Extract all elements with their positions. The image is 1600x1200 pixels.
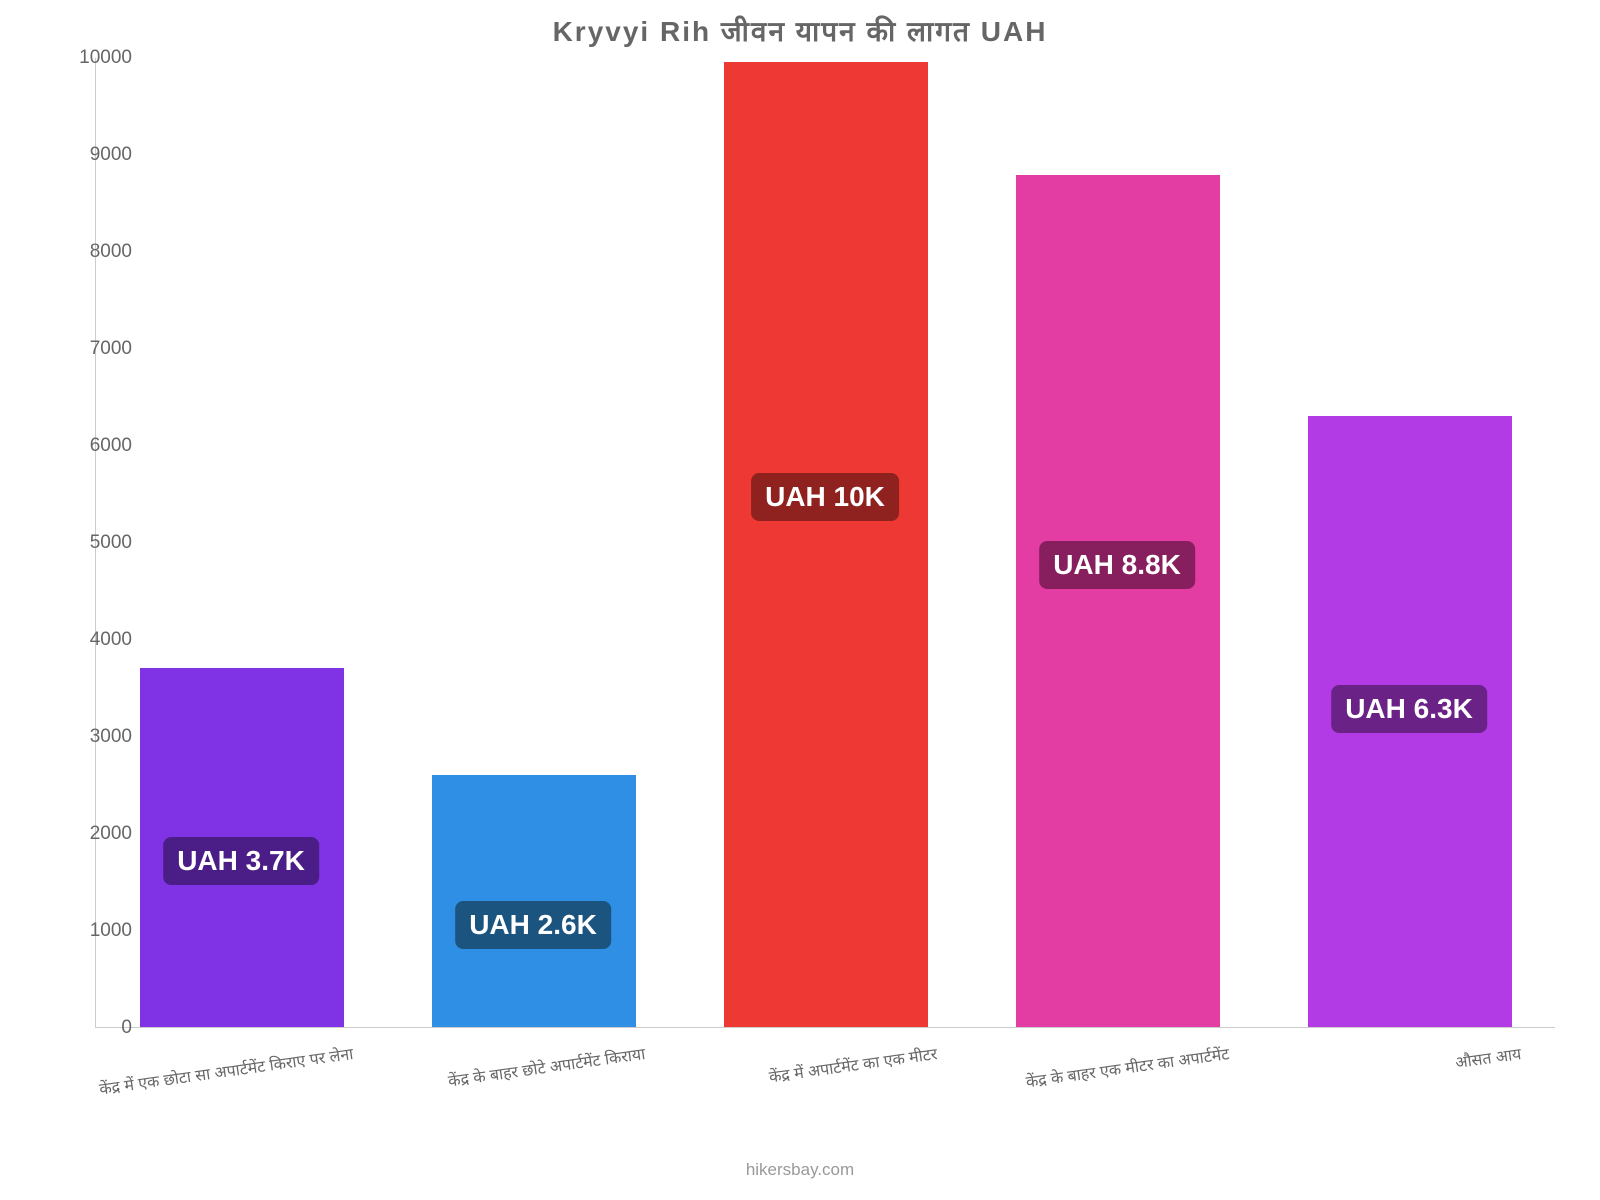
bar [1016, 175, 1220, 1027]
y-tick-label: 0 [52, 1017, 132, 1039]
y-tick-label: 7000 [52, 338, 132, 360]
y-tick-label: 9000 [52, 144, 132, 166]
bar-data-label: UAH 8.8K [1039, 541, 1195, 589]
y-tick-label: 4000 [52, 629, 132, 651]
chart-title: Kryvyi Rih जीवन यापन की लागत UAH [0, 12, 1600, 50]
y-tick-label: 8000 [52, 241, 132, 263]
attribution: hikersbay.com [0, 1160, 1600, 1180]
bar-data-label: UAH 6.3K [1331, 685, 1487, 733]
bar-data-label: UAH 3.7K [163, 837, 319, 885]
y-tick-label: 6000 [52, 435, 132, 457]
y-tick-label: 2000 [52, 823, 132, 845]
chart-container: Kryvyi Rih जीवन यापन की लागत UAH hikersb… [0, 0, 1600, 1200]
bar [724, 62, 928, 1027]
y-tick-label: 5000 [52, 532, 132, 554]
bar-data-label: UAH 10K [751, 473, 899, 521]
y-tick-label: 1000 [52, 920, 132, 942]
y-tick-label: 10000 [52, 47, 132, 69]
bar-data-label: UAH 2.6K [455, 901, 611, 949]
y-tick-label: 3000 [52, 726, 132, 748]
